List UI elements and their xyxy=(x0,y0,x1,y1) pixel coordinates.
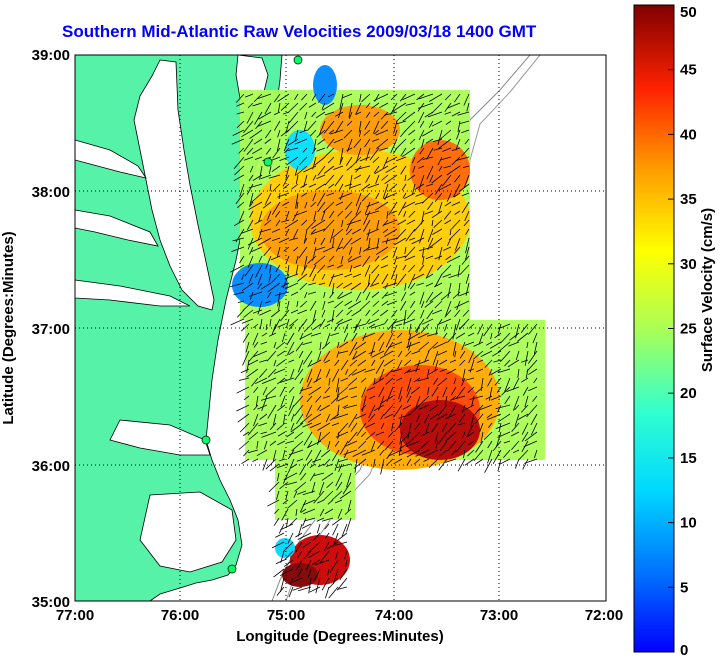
colorbar-tick-label: 0 xyxy=(680,642,688,659)
station-marker xyxy=(201,435,211,445)
y-tick-label: 38:00 xyxy=(32,184,70,201)
river-estuary-3 xyxy=(75,279,191,307)
colorbar-tick-label: 10 xyxy=(680,515,697,532)
pamlico-sound xyxy=(139,491,237,573)
station-marker xyxy=(227,564,237,574)
y-tick-label: 35:00 xyxy=(32,594,70,611)
colorbar-tick-label: 5 xyxy=(680,579,688,596)
colorbar-tick-label: 50 xyxy=(680,4,697,21)
station-marker xyxy=(263,157,273,167)
x-axis: 77:00 76:00 75:00 74:00 73:00 72:00 Long… xyxy=(56,607,623,645)
colorbar-tick-label: 30 xyxy=(680,256,697,273)
colorbar-tick-label: 35 xyxy=(680,191,697,208)
x-tick-label: 72:00 xyxy=(585,607,623,624)
colorbar-tick-label: 15 xyxy=(680,450,697,467)
map-title: Southern Mid-Atlantic Raw Velocities 200… xyxy=(62,22,537,41)
river-estuary-2 xyxy=(75,209,159,247)
x-tick-label: 74:00 xyxy=(375,607,413,624)
x-axis-label: Longitude (Degrees:Minutes) xyxy=(236,628,444,645)
y-tick-label: 36:00 xyxy=(32,458,70,475)
river-estuary-1 xyxy=(75,139,147,179)
y-tick-label: 39:00 xyxy=(32,47,70,64)
x-tick-label: 75:00 xyxy=(267,607,305,624)
radar-stations xyxy=(201,55,303,574)
colorbar-tick-label: 25 xyxy=(680,321,697,338)
colorbar-gradient xyxy=(633,4,675,653)
grid-lines xyxy=(75,55,606,601)
x-tick-label: 77:00 xyxy=(56,607,94,624)
velocity-arrows xyxy=(230,93,538,599)
colorbar-tick-label: 20 xyxy=(680,385,697,402)
chesapeake-bay xyxy=(133,59,215,311)
y-axis: 39:00 38:00 37:00 36:00 35:00 Latitude (… xyxy=(0,47,70,611)
station-marker xyxy=(293,55,303,65)
x-tick-label: 76:00 xyxy=(161,607,199,624)
y-tick-label: 37:00 xyxy=(32,321,70,338)
colorbar-label: Surface Velocity (cm/s) xyxy=(699,208,716,372)
y-axis-label: Latitude (Degrees:Minutes) xyxy=(0,231,17,424)
colorbar-tick-label: 40 xyxy=(680,126,697,143)
colorbar-tick-label: 45 xyxy=(680,62,697,79)
albemarle-sound xyxy=(109,419,211,456)
x-tick-label: 73:00 xyxy=(480,607,518,624)
